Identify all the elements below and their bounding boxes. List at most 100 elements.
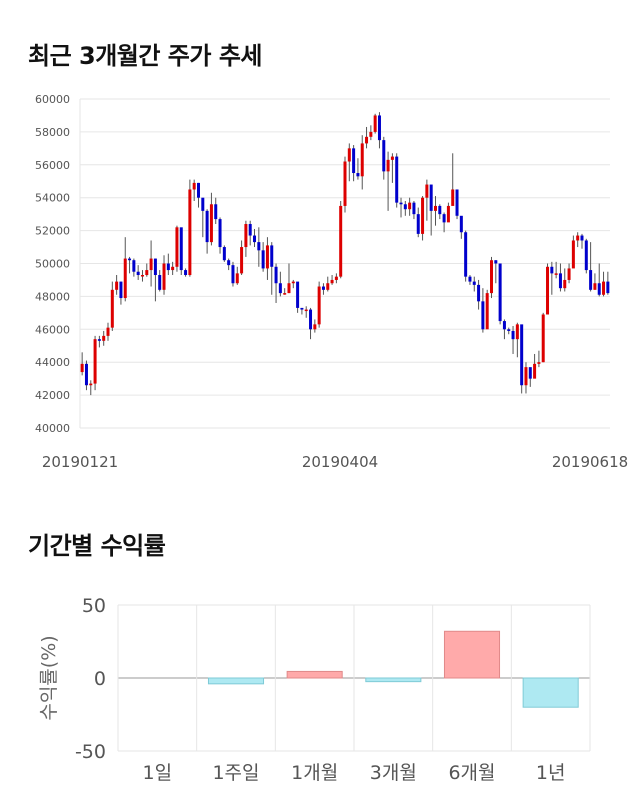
price-candle-body [162,263,166,290]
price-candle [533,353,537,379]
price-candle [257,227,261,267]
price-candle-body [235,273,239,284]
price-candle [421,196,425,241]
price-candle-body [184,270,188,276]
price-candle-body [317,286,321,325]
price-y-tick-label: 56000 [35,159,70,172]
price-candle-body [494,260,498,264]
price-candle-body [520,324,524,386]
price-candle-body [390,156,394,160]
returns-bar [365,677,422,683]
returns-bars [207,630,579,708]
price-candle-body [106,327,110,336]
price-candle-body [179,227,183,271]
price-candle [343,156,347,213]
price-candle [166,253,170,276]
price-candle-body [408,202,412,210]
price-candle-body [231,265,235,284]
price-candle [554,261,558,279]
price-candle-body [287,283,291,294]
price-candle-body [214,204,218,220]
price-candle [352,145,356,182]
price-candle-body [84,363,88,386]
price-candle-body [248,224,252,236]
price-candle [412,200,416,220]
price-candle [265,237,269,280]
returns-x-tick-label: 3개월 [370,762,417,784]
returns-chart-title: 기간별 수익률 [28,532,166,560]
price-candle [278,271,282,297]
price-candle [511,326,515,354]
price-candle-body [477,284,481,302]
price-candle-body [119,281,123,299]
price-candle [550,261,554,295]
price-candle [386,151,390,211]
returns-y-tick-label: 50 [82,595,106,617]
price-candle [171,261,175,276]
price-candle-body [481,301,485,330]
returns-bar [207,677,265,685]
price-candle-body [347,148,351,162]
price-candle [373,113,377,134]
price-candle [399,197,403,218]
price-candle [408,197,412,216]
price-candle-body [253,235,257,243]
price-candle [179,227,183,276]
price-candle-body [446,205,450,223]
price-candle [494,260,498,284]
price-candle-body [386,159,390,172]
price-candle [201,197,205,238]
price-candle [313,319,317,333]
price-candle [425,179,429,221]
price-candle-body [304,309,308,312]
price-candle [149,240,153,287]
price-candle-body [606,281,610,294]
price-candle-body [196,182,200,198]
price-candle [80,352,84,376]
price-candle [291,279,295,289]
returns-bar [286,670,343,679]
price-x-tick-label: 20190121 [42,453,118,471]
price-candle [502,319,506,340]
price-candle-body [511,330,515,340]
price-candle [334,273,338,284]
price-candle-body [571,240,575,269]
price-candle [451,153,455,206]
price-candle [192,179,196,201]
price-candle-body [373,115,377,132]
price-candle [541,312,545,363]
price-candle-body [257,242,261,251]
price-candle [567,263,571,284]
price-candle-body [278,283,282,294]
price-candle [584,238,588,274]
price-candle [175,225,179,272]
price-candle [369,125,373,141]
price-candle-body [136,271,140,276]
price-candle [459,215,463,239]
price-candle-body [524,367,528,386]
price-y-axis: 40000 42000 44000 46000 48000 50000 52000 54000… [35,93,70,435]
price-candle [270,242,274,295]
price-candle-body [395,156,399,203]
price-candle-body [326,283,330,290]
price-candle-body [399,202,403,205]
price-candle-body [558,273,562,289]
price-candle [377,112,381,149]
price-candle-body [464,232,468,277]
price-y-tick-label: 60000 [35,93,70,106]
price-candle [321,283,325,295]
price-candle [472,276,476,292]
price-x-tick-label: 20190618 [552,453,628,471]
returns-bar [443,630,501,679]
price-candle [196,182,200,208]
price-candle-body [158,275,162,290]
price-candle-body [602,281,606,295]
price-candle [162,255,166,295]
price-candle-body [145,270,149,276]
price-candle-body [369,131,373,137]
price-candle-body [270,245,274,267]
price-candle-body [533,363,537,379]
price-candle-body [502,321,506,330]
price-candle-body [115,281,119,290]
price-candle-body [365,136,369,144]
